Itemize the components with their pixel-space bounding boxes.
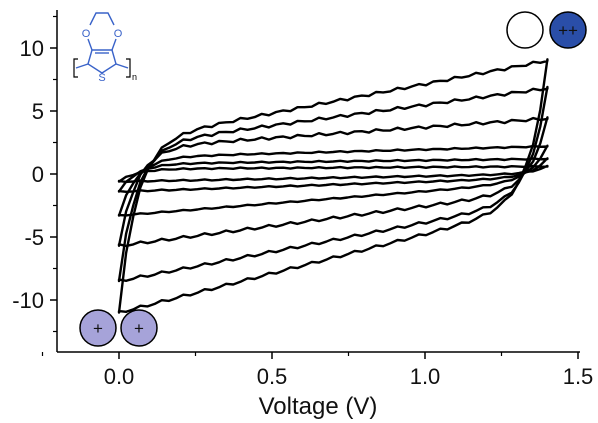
x-ticks: 0.0 0.5 1.0 1.5 bbox=[41, 352, 594, 389]
cv-loops bbox=[117, 58, 549, 314]
cv-loop-4 bbox=[117, 144, 549, 217]
y-tick-label: 0 bbox=[32, 162, 44, 187]
neutral-circle bbox=[506, 11, 544, 49]
polaron-circle-left bbox=[79, 309, 117, 347]
x-tick-label: 1.5 bbox=[563, 364, 594, 389]
polaron-circle-right bbox=[120, 309, 158, 347]
pedot-structure: O O S n bbox=[73, 12, 137, 84]
cv-loop-5 bbox=[117, 157, 549, 193]
y-tick-label: -10 bbox=[12, 288, 44, 313]
bipolaron-circle bbox=[549, 11, 587, 49]
cv-loop-2 bbox=[117, 85, 549, 283]
cv-loop-6 bbox=[117, 164, 549, 184]
y-tick-label: 10 bbox=[20, 36, 44, 61]
x-tick-label: 1.0 bbox=[410, 364, 441, 389]
x-tick-label: 0.0 bbox=[104, 364, 135, 389]
oxidized-state-indicator: ++ bbox=[506, 11, 587, 49]
y-ticks: -10 -5 0 5 10 bbox=[12, 15, 57, 333]
polaron-label-right: + bbox=[134, 319, 144, 338]
bipolaron-label: ++ bbox=[558, 21, 578, 40]
y-tick-label: -5 bbox=[24, 225, 44, 250]
x-tick-label: 0.5 bbox=[257, 364, 288, 389]
cv-loop-3 bbox=[117, 116, 549, 248]
repeat-subscript: n bbox=[132, 72, 137, 82]
oxygen-atom-right: O bbox=[114, 28, 123, 40]
reduced-state-indicator: + + bbox=[79, 309, 158, 347]
x-axis-title: Voltage (V) bbox=[259, 393, 378, 420]
sulfur-atom: S bbox=[98, 72, 105, 84]
oxygen-atom-left: O bbox=[82, 28, 91, 40]
cv-loop-1 bbox=[117, 58, 549, 314]
polaron-label-left: + bbox=[93, 319, 103, 338]
y-tick-label: 5 bbox=[32, 99, 44, 124]
